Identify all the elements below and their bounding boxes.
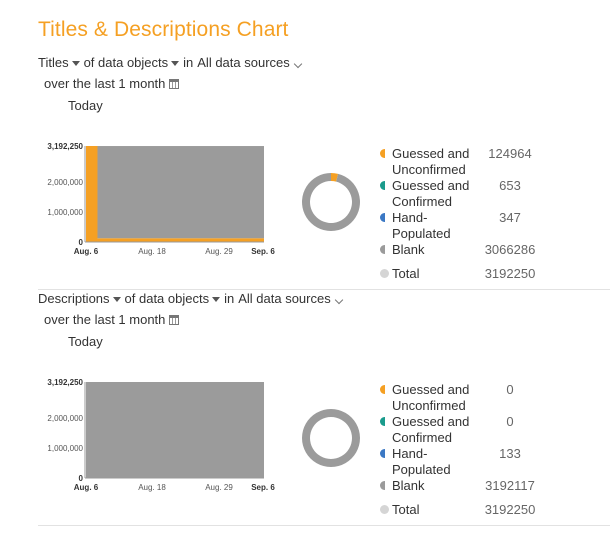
chart-marks [86, 382, 264, 478]
x-tick-aug18: Aug. 18 [138, 483, 166, 492]
x-tick-aug18: Aug. 18 [138, 247, 166, 256]
donut-slice-blank [302, 409, 361, 467]
light-gray-dot-icon [380, 269, 389, 278]
y-tick-0: 0 [79, 238, 84, 247]
field-dropdown[interactable]: Descriptions [38, 291, 125, 306]
titles-filter-row: Titles of data objects in All data sourc… [38, 55, 303, 70]
area-segment-blank [97, 146, 264, 239]
y-tick-max: 3,192,250 [47, 142, 83, 151]
titles-donut-chart [302, 173, 360, 231]
gray-dot-icon [380, 481, 385, 490]
orange-dot-icon [380, 385, 385, 394]
caret-down-icon [171, 61, 180, 67]
page-title: Titles & Descriptions Chart [38, 18, 289, 41]
calendar-icon[interactable] [169, 78, 180, 89]
y-tick-1m: 1,000,000 [47, 208, 83, 217]
period-label: over the last 1 month [44, 312, 166, 327]
donut-slice-hand-populated [336, 173, 339, 182]
donut-slice-guessed-unconfirmed [331, 173, 339, 182]
descriptions-donut-chart [302, 409, 361, 467]
donut-slice-blank [302, 173, 360, 231]
descriptions-filter-row: Descriptions of data objects in All data… [38, 291, 343, 306]
y-tick-2m: 2,000,000 [47, 178, 83, 187]
x-tick-aug29: Aug. 29 [205, 483, 233, 492]
period-selector[interactable]: over the last 1 month [44, 312, 180, 327]
in-label: in [224, 291, 235, 306]
titles-area-chart: 3,192,250 2,000,000 1,000,000 0 Aug. 6 A… [47, 142, 275, 256]
caret-down-icon [71, 61, 80, 67]
today-label: Today [68, 98, 103, 113]
donut-slice-guessed-confirmed [336, 173, 339, 182]
light-gray-dot-icon [380, 505, 389, 514]
gray-dot-icon [380, 245, 385, 254]
object-dropdown[interactable]: of data objects [84, 55, 184, 70]
source-dropdown[interactable]: All data sources [197, 55, 303, 70]
x-tick-aug29: Aug. 29 [205, 247, 233, 256]
chevron-down-icon [334, 295, 343, 305]
area-segment-guessed-and-unconfirmed [97, 238, 264, 242]
blue-dot-icon [380, 449, 385, 458]
panel-divider [38, 289, 610, 290]
descriptions-area-chart: 3,192,250 2,000,000 1,000,000 0 Aug. 6 A… [47, 378, 275, 492]
x-tick-aug6: Aug. 6 [74, 247, 99, 256]
y-tick-2m: 2,000,000 [47, 414, 83, 423]
chevron-down-icon [293, 59, 303, 69]
object-dropdown[interactable]: of data objects [125, 291, 225, 306]
today-label: Today [68, 334, 103, 349]
y-tick-0: 0 [79, 474, 84, 483]
orange-dot-icon [380, 149, 385, 158]
blue-dot-icon [380, 213, 385, 222]
y-tick-max: 3,192,250 [47, 378, 83, 387]
y-tick-1m: 1,000,000 [47, 444, 83, 453]
period-selector[interactable]: over the last 1 month [44, 76, 180, 91]
chart-marks [86, 146, 264, 242]
teal-dot-icon [380, 417, 385, 426]
area-segment-guessed-and-unconfirmed [86, 146, 98, 242]
area-segment-blank [86, 382, 264, 478]
caret-down-icon [212, 297, 221, 303]
calendar-icon[interactable] [169, 314, 180, 325]
x-tick-sep6: Sep. 6 [251, 247, 275, 256]
x-tick-sep6: Sep. 6 [251, 483, 275, 492]
panel-divider [38, 525, 610, 526]
period-label: over the last 1 month [44, 76, 166, 91]
teal-dot-icon [380, 181, 385, 190]
source-dropdown[interactable]: All data sources [238, 291, 343, 306]
x-tick-aug6: Aug. 6 [74, 483, 99, 492]
field-dropdown[interactable]: Titles [38, 55, 84, 70]
caret-down-icon [112, 297, 121, 303]
in-label: in [183, 55, 194, 70]
